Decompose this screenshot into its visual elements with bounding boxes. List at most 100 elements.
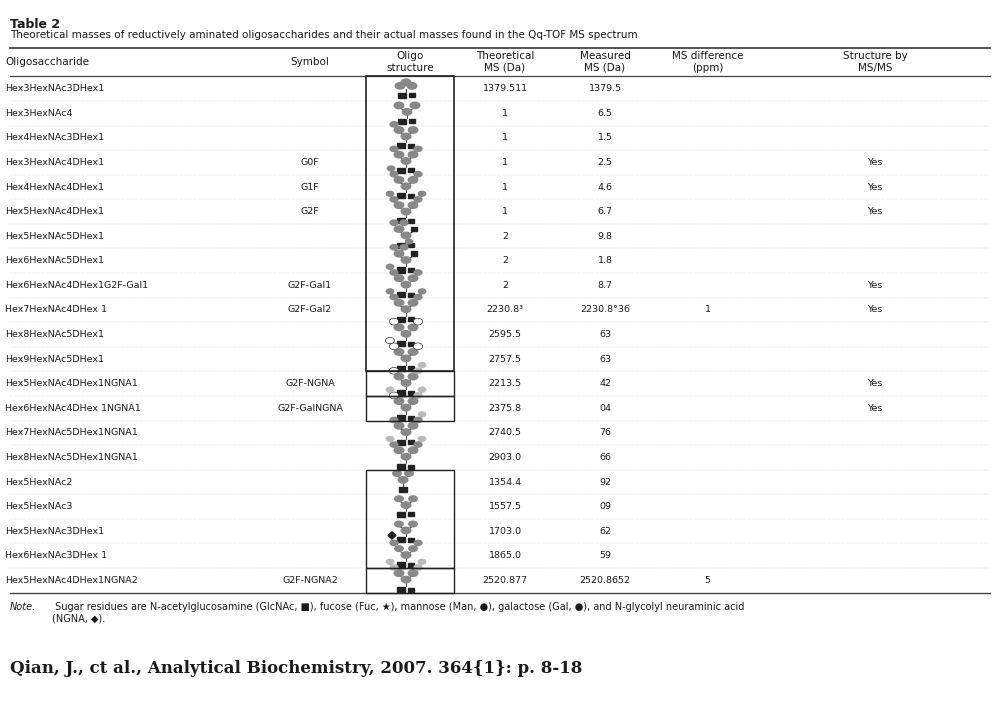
Circle shape [413,392,423,398]
Circle shape [400,354,412,362]
Circle shape [408,422,419,430]
Circle shape [400,453,412,461]
Text: Hex5HexNAc2: Hex5HexNAc2 [5,478,72,486]
Circle shape [413,171,423,178]
Circle shape [400,281,412,288]
Bar [366,568,454,593]
Bar [397,243,405,248]
Circle shape [400,306,412,313]
Circle shape [398,476,409,484]
Bar [397,537,405,543]
Circle shape [389,196,399,203]
Circle shape [418,288,426,294]
Text: 2230.8³: 2230.8³ [486,306,524,314]
Text: G2F-NGNA2: G2F-NGNA2 [282,575,338,585]
Bar [399,486,407,492]
Text: 62: 62 [599,527,611,536]
Circle shape [394,373,404,381]
Bar [397,440,405,445]
Circle shape [418,362,426,368]
Text: 2: 2 [502,231,508,241]
Circle shape [389,244,399,251]
Text: 2: 2 [502,281,508,290]
Text: Hex9HexNAc5DHex1: Hex9HexNAc5DHex1 [5,355,104,363]
Text: 1.5: 1.5 [598,134,612,142]
Text: Structure by
MS/MS: Structure by MS/MS [843,51,907,73]
Circle shape [394,274,404,282]
Text: 1557.5: 1557.5 [488,502,522,511]
Text: 2595.5: 2595.5 [488,330,522,339]
Text: Hex5HexNAc5DHex1: Hex5HexNAc5DHex1 [5,231,104,241]
Text: Hex5HexNAc4DHex1NGNA2: Hex5HexNAc4DHex1NGNA2 [5,575,138,585]
Bar [397,563,405,568]
Circle shape [394,323,404,331]
Bar [397,268,405,273]
Bar [408,416,414,420]
Circle shape [400,182,412,190]
Text: 42: 42 [599,379,611,388]
Text: Yes: Yes [867,281,883,290]
Text: Yes: Yes [867,306,883,314]
Circle shape [389,441,399,448]
Text: 6.7: 6.7 [598,207,612,216]
Circle shape [413,293,423,301]
Bar [366,396,454,421]
Circle shape [405,238,413,245]
Circle shape [410,101,421,109]
Circle shape [413,540,423,546]
Circle shape [404,470,414,477]
Text: Table 2: Table 2 [10,18,60,31]
Text: 1379.5: 1379.5 [588,84,622,94]
Text: Hex5HexNAc4DHex1: Hex5HexNAc4DHex1 [5,207,104,216]
Circle shape [386,386,394,393]
Text: G2F-GalNGNA: G2F-GalNGNA [277,403,343,413]
Circle shape [408,373,419,381]
Text: Note.: Note. [10,602,36,612]
Text: 66: 66 [599,453,611,462]
Circle shape [408,274,419,282]
Circle shape [413,343,423,350]
Text: Hex6HexNAc3DHex 1: Hex6HexNAc3DHex 1 [5,551,107,560]
Circle shape [413,269,423,276]
Text: 9.8: 9.8 [598,231,612,241]
Bar [408,465,414,468]
Circle shape [400,208,412,216]
Circle shape [389,564,399,570]
Bar [397,316,405,322]
Circle shape [400,379,412,387]
Text: 2.5: 2.5 [598,158,612,167]
Bar [408,169,414,172]
Text: 2230.8°36: 2230.8°36 [580,306,630,314]
Bar [408,342,414,346]
Circle shape [408,126,419,134]
Circle shape [408,299,419,307]
Text: 1354.4: 1354.4 [488,478,522,486]
Bar [397,512,405,517]
Circle shape [418,411,426,418]
Circle shape [400,256,412,264]
Text: 1703.0: 1703.0 [488,527,522,536]
Bar [408,144,414,148]
Circle shape [394,348,404,356]
Circle shape [392,470,402,477]
Circle shape [389,293,399,301]
Text: 04: 04 [599,403,611,413]
Circle shape [394,176,404,183]
Text: Theoretical
MS (Da): Theoretical MS (Da) [476,51,534,73]
Text: Hex5HexNAc3DHex1: Hex5HexNAc3DHex1 [5,527,104,536]
Text: 2: 2 [502,256,508,266]
Circle shape [399,244,409,251]
Text: Hex7HexNAc5DHex1NGNA1: Hex7HexNAc5DHex1NGNA1 [5,428,138,438]
Text: Oligo
structure: Oligo structure [386,51,434,73]
Text: 5: 5 [704,575,710,585]
Circle shape [389,121,399,128]
Bar [397,218,405,223]
Circle shape [389,318,399,325]
Circle shape [400,330,412,338]
Bar [397,391,405,396]
Bar [408,563,414,567]
Bar [411,251,417,256]
Text: 1.8: 1.8 [598,256,612,266]
Text: 1: 1 [502,158,508,167]
Text: 09: 09 [599,502,611,511]
